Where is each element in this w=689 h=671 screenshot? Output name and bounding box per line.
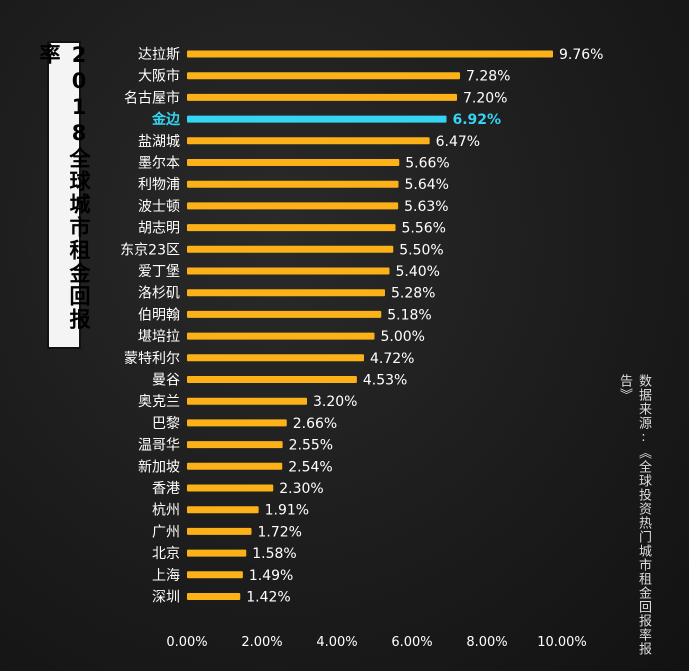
category-label: 东京23区	[120, 242, 180, 258]
value-label: 4.72%	[370, 351, 414, 367]
value-label: 5.18%	[387, 307, 431, 323]
chart-title: 2018全球城市租金回报率	[37, 43, 91, 331]
value-label: 1.58%	[252, 546, 296, 562]
bar	[187, 137, 430, 145]
x-tick-label: 4.00%	[316, 635, 357, 650]
category-label: 深圳	[152, 590, 180, 606]
category-label: 波士顿	[138, 199, 180, 215]
value-label: 9.76%	[559, 47, 603, 63]
value-label: 1.72%	[258, 524, 302, 540]
category-label: 奥克兰	[138, 393, 180, 410]
bar	[187, 549, 247, 557]
x-tick-label: 0.00%	[166, 635, 207, 650]
value-label: 4.53%	[363, 373, 407, 389]
category-label: 胡志明	[138, 221, 180, 237]
bar	[187, 354, 364, 362]
category-label: 温哥华	[138, 438, 180, 454]
bar	[187, 527, 252, 535]
x-tick-label: 10.00%	[537, 635, 587, 650]
category-label: 广州	[152, 524, 180, 540]
bar	[187, 115, 447, 123]
value-label: 2.30%	[279, 481, 323, 497]
value-label: 5.50%	[399, 242, 443, 258]
value-label: 5.63%	[404, 199, 448, 215]
value-label: 5.00%	[381, 329, 425, 345]
bar	[187, 571, 243, 579]
bar	[187, 310, 382, 318]
bar	[187, 180, 399, 188]
category-label: 新加坡	[138, 459, 180, 475]
value-label: 1.49%	[249, 568, 293, 584]
category-label: 洛杉矶	[138, 286, 180, 302]
bar	[187, 376, 357, 383]
x-tick-label: 8.00%	[466, 635, 507, 650]
bar	[187, 332, 375, 340]
bar	[187, 484, 274, 492]
bar	[187, 72, 460, 80]
bar	[187, 419, 287, 427]
category-label: 杭州	[152, 503, 180, 519]
category-label: 盐湖城	[138, 134, 180, 150]
category-label: 伯明翰	[138, 307, 180, 323]
category-label: 利物浦	[138, 177, 180, 193]
category-label: 北京	[152, 546, 180, 562]
x-tick-label: 6.00%	[391, 635, 432, 650]
bar	[187, 397, 307, 405]
bar	[187, 462, 283, 470]
value-label: 5.28%	[391, 286, 435, 302]
value-label: 2.55%	[289, 438, 333, 454]
value-label: 6.92%	[453, 112, 502, 128]
chart-title-box: 2018全球城市租金回报率	[37, 41, 91, 349]
bar	[187, 50, 553, 58]
category-label: 蒙特利尔	[124, 351, 180, 367]
category-label: 巴黎	[152, 416, 180, 432]
bar	[187, 245, 394, 253]
category-label: 香港	[152, 481, 180, 497]
category-label: 上海	[152, 568, 180, 584]
value-label: 2.54%	[288, 459, 332, 475]
value-label: 6.47%	[436, 134, 480, 150]
value-label: 1.42%	[246, 590, 290, 606]
category-label: 曼谷	[152, 373, 180, 389]
value-label: 1.91%	[265, 503, 309, 519]
value-label: 5.66%	[405, 156, 449, 172]
category-label: 堪培拉	[138, 329, 180, 345]
category-label: 金边	[151, 111, 181, 128]
data-source-note: 数据来源:《全球投资热门城市租金回报率报告》	[617, 374, 651, 656]
bar	[187, 93, 457, 101]
bar	[187, 506, 259, 514]
bar	[187, 224, 396, 232]
category-label: 墨尔本	[138, 156, 180, 172]
value-label: 7.20%	[463, 90, 507, 106]
bar	[187, 202, 399, 210]
category-label: 名古屋市	[124, 89, 180, 106]
bar	[187, 159, 400, 166]
value-label: 2.66%	[293, 416, 337, 432]
bar	[187, 593, 241, 600]
category-label: 大阪市	[138, 68, 180, 85]
category-label: 达拉斯	[138, 47, 180, 63]
bar	[187, 267, 390, 275]
value-label: 5.40%	[396, 264, 440, 280]
category-label: 爱丁堡	[138, 264, 180, 280]
bar	[187, 289, 385, 297]
value-label: 3.20%	[313, 394, 357, 410]
value-label: 5.64%	[405, 177, 449, 193]
value-label: 7.28%	[466, 69, 510, 85]
x-tick-label: 2.00%	[241, 635, 282, 650]
bar	[187, 441, 283, 449]
value-label: 5.56%	[402, 221, 446, 237]
